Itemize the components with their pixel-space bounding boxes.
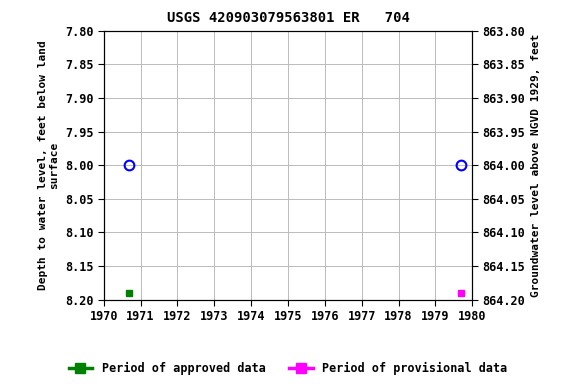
Title: USGS 420903079563801 ER   704: USGS 420903079563801 ER 704 (166, 12, 410, 25)
Y-axis label: Groundwater level above NGVD 1929, feet: Groundwater level above NGVD 1929, feet (531, 33, 541, 297)
Legend: Period of approved data, Period of provisional data: Period of approved data, Period of provi… (64, 357, 512, 380)
Y-axis label: Depth to water level, feet below land
surface: Depth to water level, feet below land su… (37, 40, 59, 290)
